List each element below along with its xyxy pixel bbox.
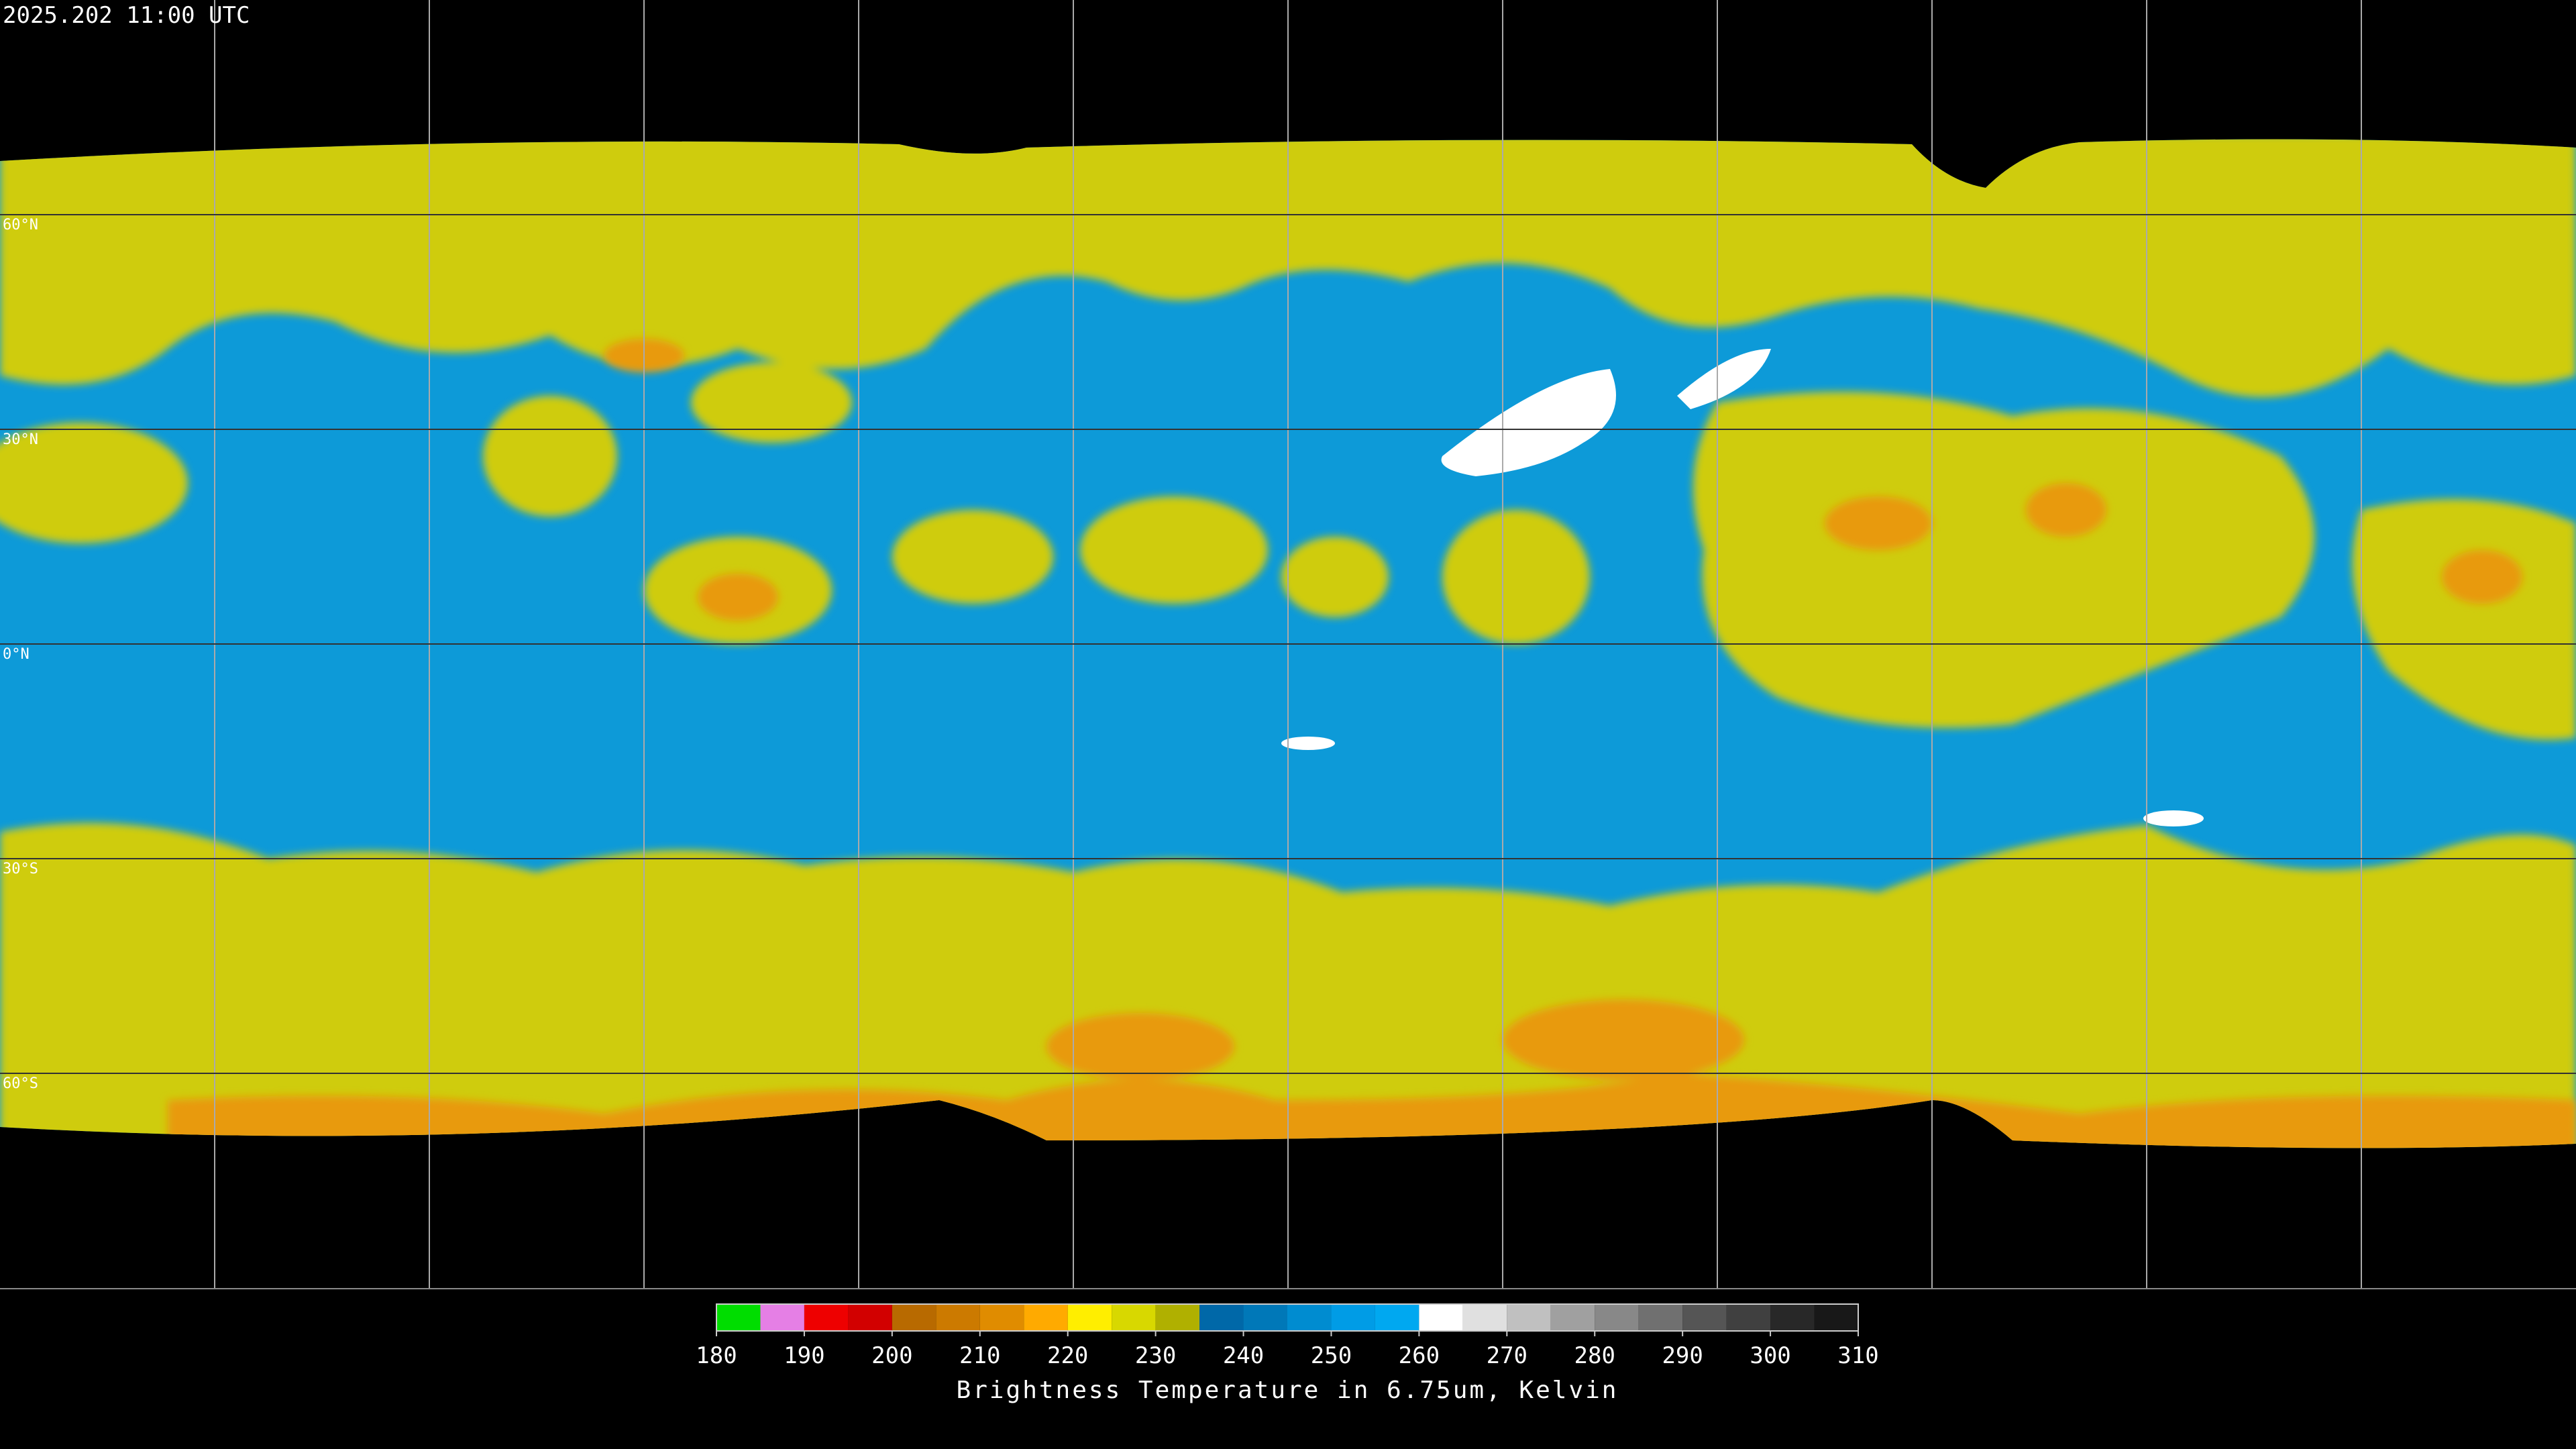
colorbar-segment	[848, 1304, 892, 1331]
latitude-label: 60°N	[3, 217, 38, 233]
colorbar-tick-label: 250	[1311, 1342, 1352, 1369]
colorbar-tick-label: 210	[959, 1342, 1000, 1369]
colorbar-segment	[1507, 1304, 1551, 1331]
colorbar-segment	[804, 1304, 849, 1331]
colorbar-tick-label: 200	[871, 1342, 912, 1369]
colorbar-segment	[1067, 1304, 1112, 1331]
colorbar-tick-label: 190	[784, 1342, 824, 1369]
colorbar-segment	[760, 1304, 804, 1331]
colorbar-tick-label: 300	[1750, 1342, 1790, 1369]
colorbar-segment	[1682, 1304, 1727, 1331]
latitude-label: 30°S	[3, 861, 38, 877]
colorbar-segment	[1419, 1304, 1463, 1331]
colorbar-tick-label: 240	[1223, 1342, 1264, 1369]
colorbar-label: Brightness Temperature in 6.75um, Kelvin	[957, 1377, 1619, 1404]
colorbar-tick-label: 260	[1399, 1342, 1440, 1369]
colorbar-frame	[716, 1303, 1859, 1332]
colorbar-segment	[1814, 1304, 1858, 1331]
colorbar-tick-label: 180	[696, 1342, 737, 1369]
colorbar-segment	[892, 1304, 936, 1331]
colorbar-segment	[1726, 1304, 1771, 1331]
colorbar-segment	[1243, 1304, 1287, 1331]
colorbar-segment	[1199, 1304, 1244, 1331]
colorbar-tick-label: 230	[1135, 1342, 1176, 1369]
graticule: 60°N 30°N 0°N 30°S 60°S	[0, 0, 2576, 1288]
colorbar-segment	[1638, 1304, 1683, 1331]
latitude-label: 30°N	[3, 431, 38, 448]
colorbar-segment	[979, 1304, 1024, 1331]
colorbar-tick-label: 280	[1574, 1342, 1615, 1369]
colorbar-tick-label: 310	[1837, 1342, 1878, 1369]
colorbar-segment	[1375, 1304, 1419, 1331]
colorbar-area	[0, 1288, 2576, 1289]
colorbar-tick-label: 270	[1487, 1342, 1527, 1369]
colorbar-segment	[1770, 1304, 1815, 1331]
colorbar-tick-label: 290	[1662, 1342, 1703, 1369]
colorbar-segment	[1331, 1304, 1375, 1331]
colorbar-segment	[716, 1304, 761, 1331]
colorbar-segment	[1112, 1304, 1156, 1331]
colorbar-segment	[1550, 1304, 1595, 1331]
colorbar-segment	[936, 1304, 980, 1331]
latitude-label: 60°S	[3, 1075, 38, 1092]
colorbar-segment	[1155, 1304, 1200, 1331]
colorbar-segment	[1024, 1304, 1068, 1331]
latitude-label: 0°N	[3, 646, 30, 663]
colorbar-tick-label: 220	[1047, 1342, 1088, 1369]
colorbar-segment	[1287, 1304, 1332, 1331]
colorbar: 180 190 200 210 220 230 240 250 260 270 280 290 300 3…	[696, 1303, 1879, 1369]
colorbar-segment	[1462, 1304, 1507, 1331]
colorbar-segment	[1595, 1304, 1639, 1331]
very-dry-regions	[1281, 349, 2204, 826]
timestamp: 2025.202 11:00 UTC	[3, 2, 250, 29]
